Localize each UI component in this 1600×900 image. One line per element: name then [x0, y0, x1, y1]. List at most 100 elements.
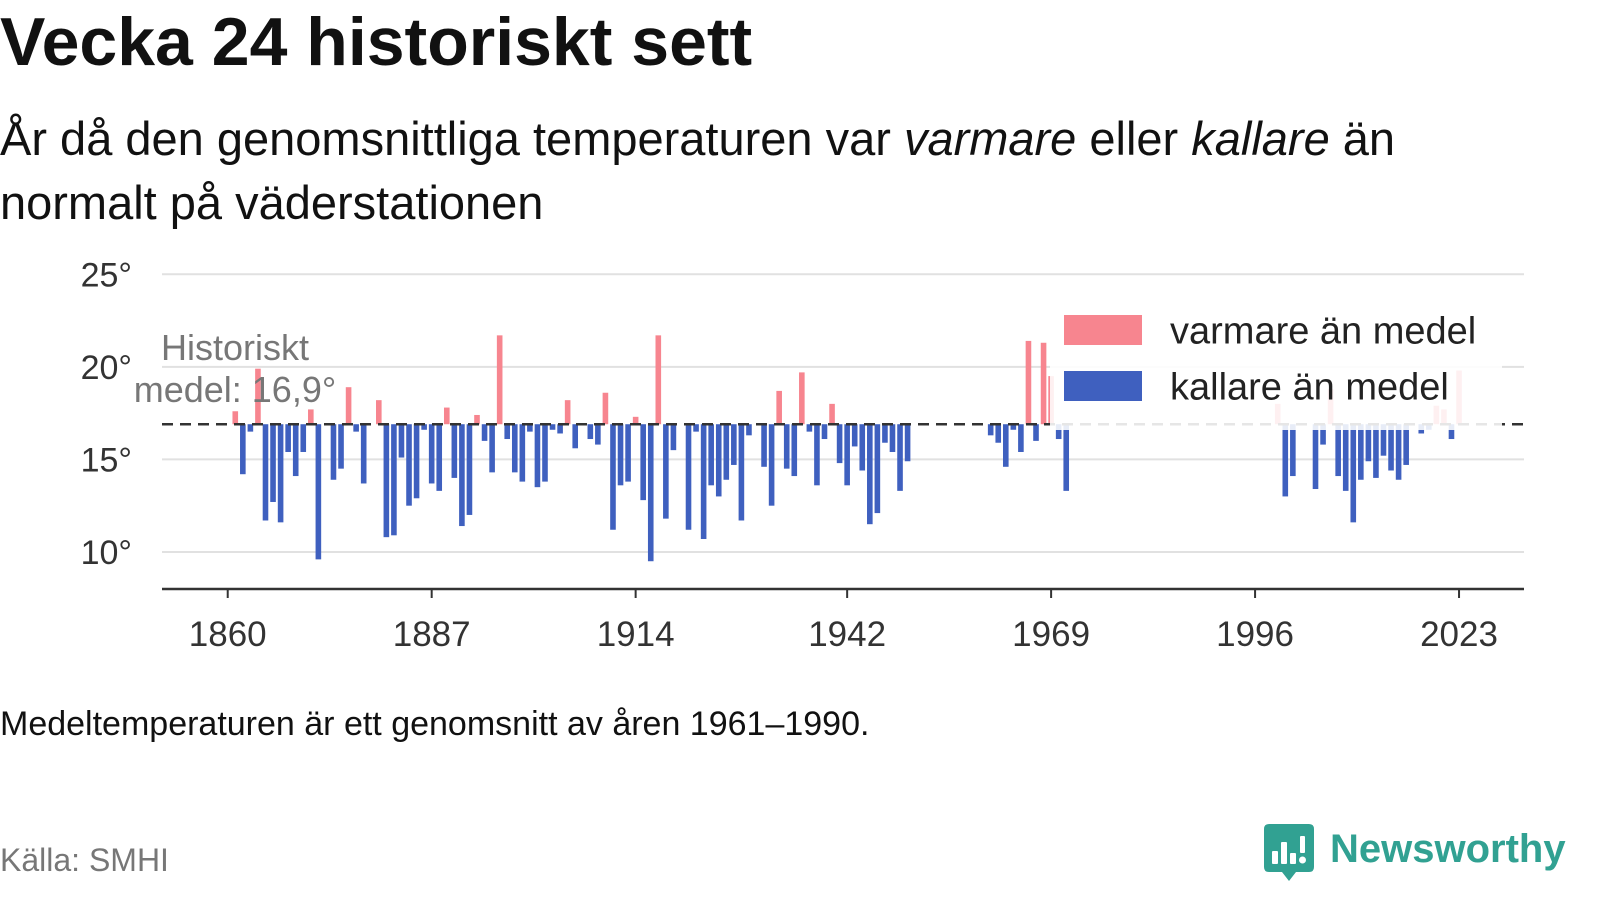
bar-colder	[360, 424, 367, 484]
bar-colder	[836, 424, 843, 464]
bar-colder	[406, 424, 412, 506]
brand-name: Newsworthy	[1330, 827, 1566, 871]
bar-colder	[1358, 424, 1364, 480]
bar-colder	[557, 424, 563, 434]
bar-colder	[391, 424, 397, 536]
bar-colder	[1063, 424, 1070, 491]
bar-colder	[1312, 424, 1319, 490]
baseline-annotation: Historiskt medel: 16,9°	[133, 327, 337, 410]
bar-colder	[1018, 424, 1024, 452]
bar-colder	[1395, 424, 1402, 480]
bar-colder	[859, 424, 866, 471]
legend-swatch-warmer	[1064, 315, 1142, 345]
y-tick-label: 15°	[81, 442, 132, 480]
x-tick-label: 1996	[1216, 615, 1294, 654]
bar-colder	[300, 424, 307, 452]
bar-colder	[466, 424, 473, 515]
bar-colder	[489, 424, 495, 473]
bar-colder	[814, 424, 820, 486]
bar-colder	[338, 424, 344, 469]
x-tick-label: 1860	[189, 615, 267, 654]
bar-colder	[285, 424, 291, 452]
footnote: Medeltemperaturen är ett genomsnitt av å…	[0, 705, 870, 743]
chart-title: Vecka 24 historiskt sett	[0, 4, 753, 80]
bar-colder	[1282, 424, 1289, 497]
x-tick-label: 1969	[1012, 615, 1090, 654]
bar-colder	[1320, 424, 1326, 445]
bar-colder	[353, 424, 359, 432]
bar-colder	[1373, 424, 1379, 478]
bar-colder	[889, 424, 896, 452]
bar-colder	[904, 424, 911, 462]
bar-colder	[247, 424, 254, 432]
bar-colder	[708, 424, 714, 486]
chart-subtitle: År då den genomsnittliga temperaturen va…	[0, 107, 1480, 235]
bar-colder	[874, 424, 881, 514]
bar-colder	[270, 424, 276, 502]
x-tick-label: 1942	[808, 615, 886, 654]
bar-colder	[995, 424, 1002, 443]
legend-label: kallare än medel	[1170, 367, 1449, 409]
newsworthy-logo-icon	[1264, 824, 1314, 881]
bar-colder	[738, 424, 745, 521]
bar-warmer	[829, 403, 835, 425]
x-tick-label: 1914	[597, 615, 675, 654]
bar-warmer	[232, 411, 239, 425]
bar-colder	[1448, 424, 1455, 440]
bar-colder	[715, 424, 722, 497]
bar-colder	[897, 424, 903, 491]
bar-colder	[451, 424, 458, 478]
bar-colder	[1350, 424, 1357, 523]
bar-colder	[821, 424, 828, 440]
bar-colder	[1342, 424, 1349, 491]
bar-colder	[549, 424, 556, 430]
bar-warmer	[564, 400, 571, 425]
bar-colder	[723, 424, 730, 480]
y-axis-labels: 10° 15° 20° 25°	[81, 256, 132, 572]
bar-colder	[806, 424, 813, 432]
bar-colder	[413, 424, 420, 499]
bar-colder	[663, 424, 669, 519]
bar-warmer	[308, 409, 314, 425]
bar-colder	[1033, 424, 1039, 441]
subtitle-emphasis-colder: kallare	[1191, 112, 1330, 165]
bar-colder	[882, 424, 888, 443]
bar-colder	[1380, 424, 1387, 456]
bar-colder	[1365, 424, 1372, 462]
bar-colder	[640, 424, 646, 501]
bar-warmer	[474, 414, 480, 425]
bar-colder	[587, 424, 594, 440]
bar-warmer	[443, 407, 450, 425]
bar-colder	[436, 424, 443, 491]
bar-colder	[1002, 424, 1009, 467]
bar-colder	[1388, 424, 1394, 471]
brand-logo: Newsworthy	[1262, 822, 1582, 884]
bar-colder	[330, 424, 337, 480]
legend-swatch-colder	[1064, 371, 1142, 401]
bar-colder	[519, 424, 526, 482]
bar-colder	[315, 424, 322, 560]
bar-colder	[867, 424, 873, 525]
bar-colder	[987, 424, 994, 436]
y-tick-label: 20°	[81, 349, 132, 387]
bar-colder	[761, 424, 767, 467]
bar-colder	[481, 424, 488, 441]
x-tick-label: 2023	[1420, 615, 1498, 654]
bar-colder	[731, 424, 737, 465]
bar-colder	[1403, 424, 1409, 465]
bar-warmer	[1040, 342, 1047, 425]
bar-colder	[844, 424, 850, 486]
bar-colder	[647, 424, 654, 562]
bar-colder	[625, 424, 631, 482]
bar-colder	[1335, 424, 1341, 477]
legend: varmare än medel kallare än medel	[1050, 300, 1502, 430]
bar-colder	[768, 424, 775, 506]
subtitle-segment: År då den genomsnittliga temperaturen va…	[0, 112, 904, 165]
source-credit: Källa: SMHI	[0, 842, 169, 878]
bar-warmer	[1025, 340, 1032, 425]
x-tick-label: 1887	[393, 615, 471, 654]
bar-colder	[421, 424, 427, 430]
bar-colder	[1290, 424, 1296, 477]
bar-colder	[428, 424, 435, 484]
bar-colder	[1055, 424, 1062, 440]
